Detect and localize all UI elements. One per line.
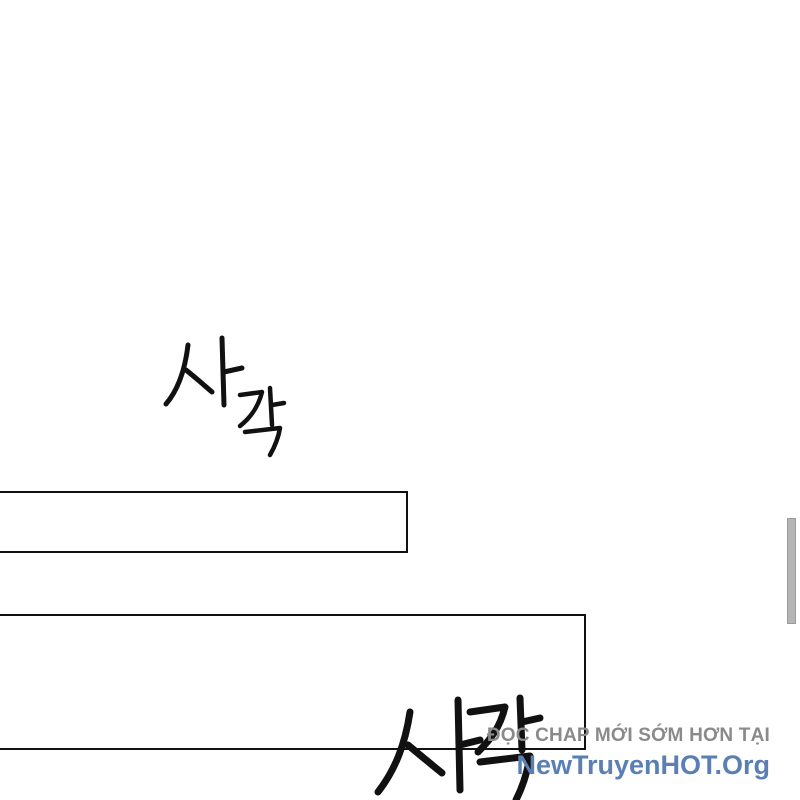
comic-panel-1 bbox=[0, 491, 408, 553]
scrollbar-thumb[interactable] bbox=[787, 518, 796, 624]
watermark-site-link: NewTruyenHOT.Org bbox=[516, 750, 770, 780]
comic-panel-2 bbox=[0, 614, 586, 750]
sfx-bottom-gak bbox=[466, 694, 544, 800]
watermark-line-1: ĐỌC CHAP MỚI SỚM HƠN TẠI bbox=[486, 725, 770, 746]
sfx-top-sa bbox=[163, 335, 245, 408]
sfx-bottom-sa bbox=[374, 696, 484, 796]
sfx-top-gak bbox=[237, 385, 287, 458]
